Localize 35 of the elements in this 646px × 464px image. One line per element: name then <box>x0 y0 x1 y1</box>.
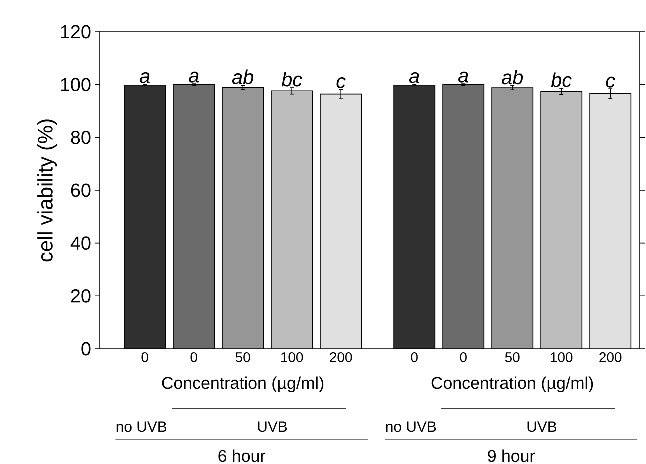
x-axis-title: Concentration (µg/ml) <box>162 376 324 393</box>
data-label: a <box>458 72 468 83</box>
x-tick-label: 100 <box>282 352 304 362</box>
x-tick-label: 50 <box>236 352 250 362</box>
y-tick-label: 60 <box>71 184 91 198</box>
data-label: a <box>410 72 420 84</box>
data-label: bc <box>551 72 572 88</box>
text: no UVB <box>116 422 167 432</box>
data-label: c <box>336 77 346 88</box>
text: UVB <box>258 422 288 432</box>
y-tick-label: 120 <box>61 25 91 39</box>
x-tick-label: 0 <box>411 352 418 362</box>
x-tick-label: 50 <box>505 352 520 362</box>
x-tick-label: 200 <box>600 352 622 362</box>
x-tick-label: 0 <box>142 352 148 362</box>
data-label: a <box>140 72 150 84</box>
text: Concentration (µg/ml) <box>432 376 594 393</box>
data-label: ab <box>232 70 254 84</box>
x-tick-label: 200 <box>330 352 352 362</box>
y-tick-label: 20 <box>71 289 91 303</box>
data-label: bc <box>282 72 302 87</box>
text: 9 hour <box>488 450 536 462</box>
text: no UVB <box>386 422 436 432</box>
x-tick-label: 100 <box>551 352 573 362</box>
y-tick-label: 100 <box>61 78 91 92</box>
y-tick-label: 40 <box>70 236 91 250</box>
x-tick-label: 0 <box>190 352 198 362</box>
data-label: c <box>606 76 616 88</box>
text: 6 hour <box>218 450 266 462</box>
text: UVB <box>528 422 557 432</box>
y-axis-title: cell viability (%) <box>38 120 58 262</box>
data-label: ab <box>502 70 524 85</box>
data-label: a <box>189 72 199 83</box>
x-tick-label: 0 <box>460 352 467 362</box>
y-tick-label: 80 <box>71 130 91 144</box>
